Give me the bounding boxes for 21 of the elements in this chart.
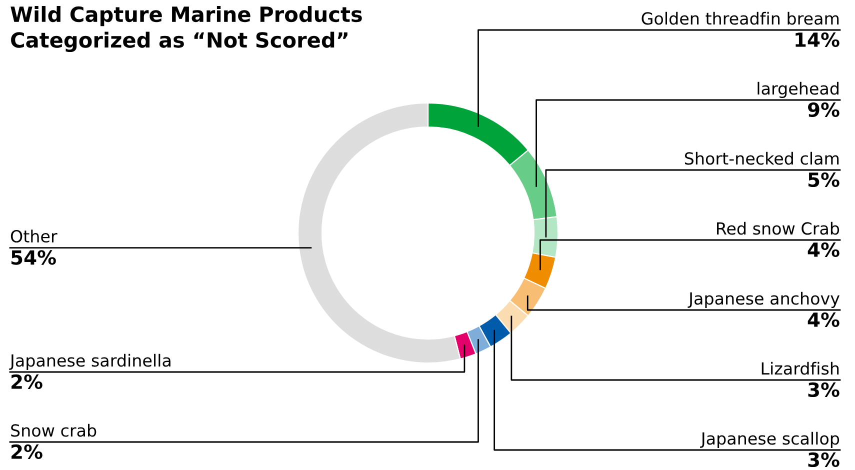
slice-label: Red snow Crab (717, 222, 840, 235)
slice-label: Golden threadfin bream (642, 12, 839, 25)
slice-label: Japanese anchovy (688, 292, 840, 308)
data-label: 54% (12, 250, 56, 265)
slice-label: Japanese sardinella (9, 354, 170, 370)
data-label: 2% (12, 444, 42, 460)
chart-title: Wild Capture Marine Products Categorized as “Not Scored” (10, 6, 362, 52)
data-label: 4% (808, 242, 840, 258)
slice-label: Japanese scallop (700, 432, 840, 448)
data-label: 2% (12, 374, 42, 390)
slice-label: Short-necked clam (684, 152, 839, 165)
slice-label: largehead (758, 82, 838, 98)
data-label: 14% (796, 32, 840, 48)
slice-label: Lizardfish (762, 362, 839, 375)
data-label: 9% (808, 102, 840, 118)
slice-label: Other (10, 230, 58, 243)
data-label: 3% (808, 452, 840, 468)
data-label: 3% (808, 382, 840, 398)
data-label: 4% (808, 312, 840, 328)
data-label: 5% (808, 172, 840, 188)
slice-label: Snow crab (11, 424, 96, 437)
